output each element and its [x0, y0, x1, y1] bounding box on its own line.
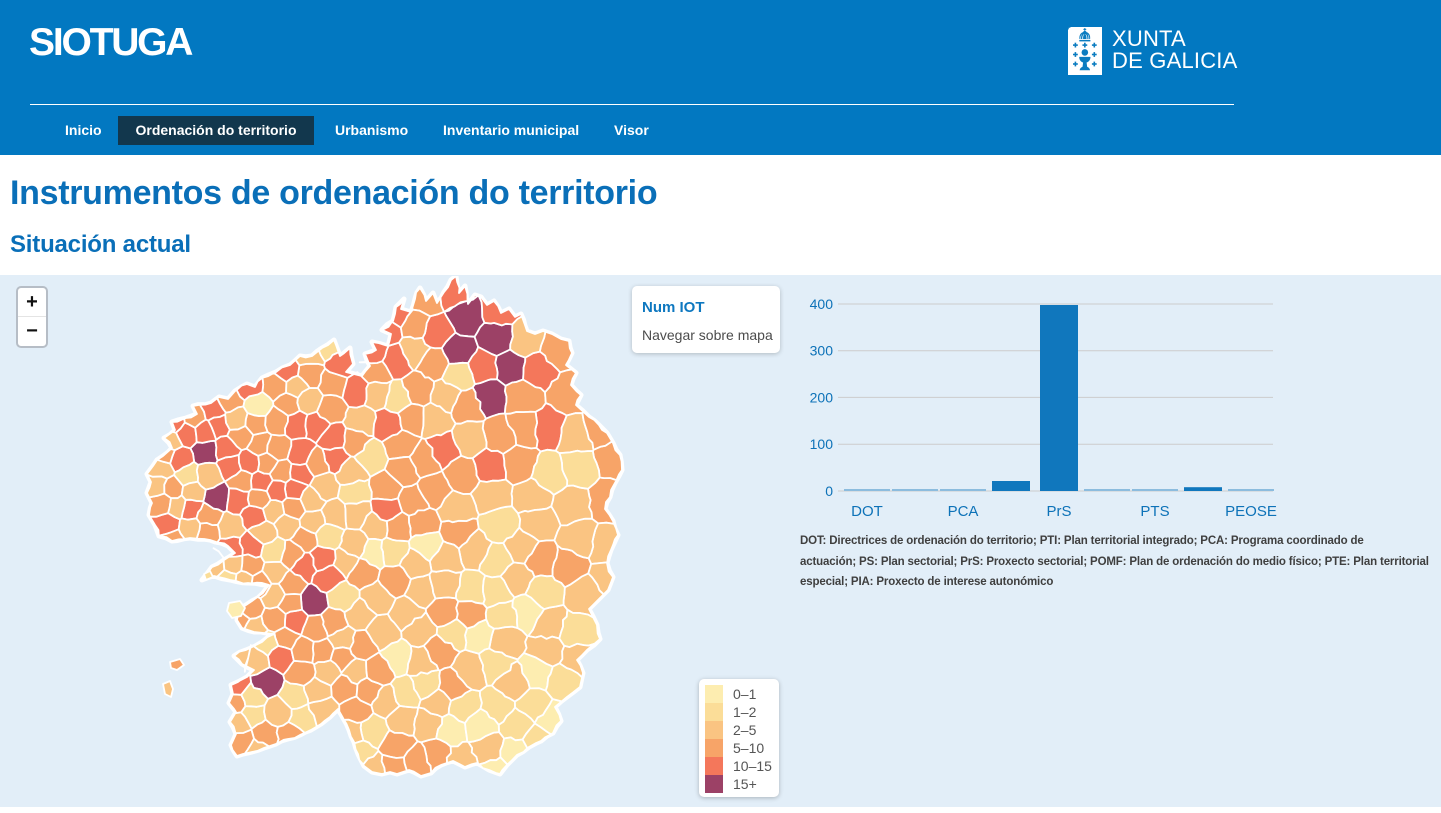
svg-text:200: 200 — [810, 389, 834, 405]
svg-text:100: 100 — [810, 436, 834, 452]
svg-text:300: 300 — [810, 343, 834, 359]
svg-text:400: 400 — [810, 296, 834, 312]
svg-text:0: 0 — [825, 483, 833, 499]
svg-text:PCA: PCA — [948, 503, 979, 520]
svg-text:PEOSE: PEOSE — [1225, 503, 1277, 520]
svg-text:DOT: DOT — [851, 503, 883, 520]
svg-text:PTS: PTS — [1140, 503, 1169, 520]
svg-text:PrS: PrS — [1046, 503, 1071, 520]
